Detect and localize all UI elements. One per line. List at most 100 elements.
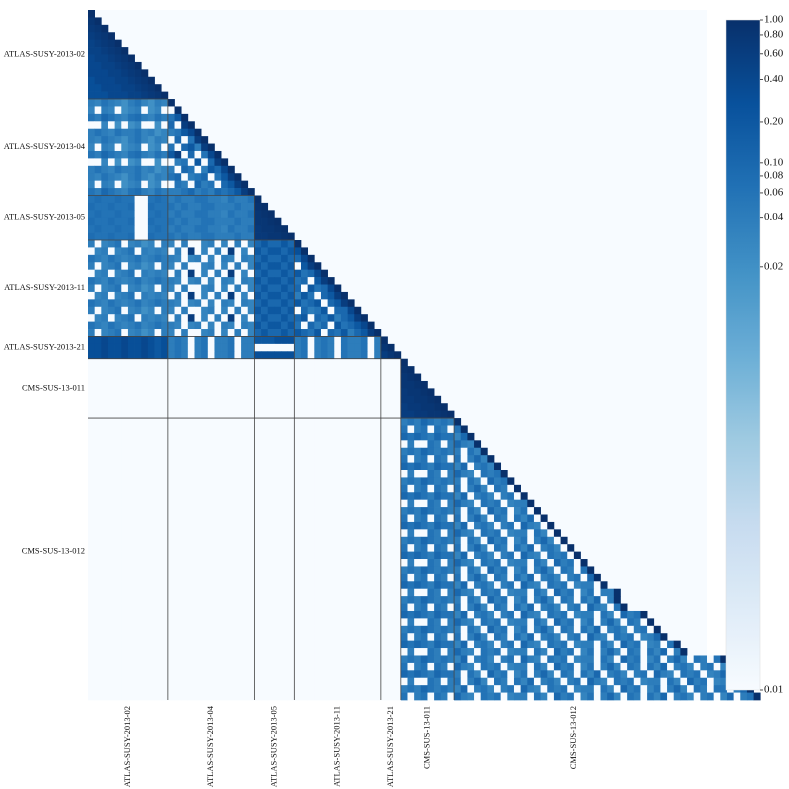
cell [181,559,189,567]
cell [101,121,109,130]
cell [101,559,109,567]
cell [127,269,135,278]
cell [247,299,255,308]
cell [407,618,415,627]
cell [540,559,548,567]
cell [141,262,149,271]
cell [627,610,635,619]
cell [167,418,175,426]
cell [467,603,475,612]
cell [387,380,395,389]
cell [147,521,155,530]
cell [127,165,135,174]
cell [221,217,229,226]
cell [460,462,468,471]
cell [221,440,229,449]
cell [161,173,169,181]
cell [420,544,428,552]
cell [281,388,289,397]
cell [174,373,182,382]
cell [107,136,115,144]
cell [167,262,175,271]
cell [221,559,229,567]
cell [187,277,195,285]
cell [101,596,109,604]
cell [187,143,195,152]
cell [460,455,468,463]
cell [214,165,222,174]
cell [494,596,502,604]
cell [320,418,328,426]
cell [400,529,408,538]
cell [587,670,595,679]
cell [161,277,169,285]
cell [241,544,249,552]
cell [161,336,169,345]
cell [221,366,229,374]
cell [127,618,135,627]
cell [88,32,96,41]
cell [281,440,289,449]
cell [261,366,269,374]
cell [387,351,395,360]
cell [261,291,269,300]
cell [494,603,502,612]
cell [367,655,375,664]
cell [221,670,229,679]
cell [294,403,302,411]
cell [141,180,149,189]
cell [167,388,175,397]
cell [174,291,182,300]
cell [420,380,428,389]
cell [127,76,135,85]
cell [181,403,189,411]
cell [667,692,675,701]
cell [187,240,195,248]
cell [254,677,262,686]
cell [360,470,368,478]
cell [580,655,588,664]
cell [88,284,96,293]
cell [414,544,422,552]
cell [181,566,189,575]
cell [387,373,395,382]
cell [600,692,608,701]
cell [447,625,455,634]
cell [320,336,328,345]
cell [527,610,535,619]
cell [201,217,209,226]
cell [201,455,209,463]
cell [247,291,255,300]
cell [154,425,162,434]
cell [494,477,502,486]
cell [107,529,115,538]
cell [374,677,382,686]
cell [187,217,195,226]
cell [374,573,382,582]
cell [354,455,362,463]
cell [221,492,229,501]
cell [114,566,122,575]
cell [154,217,162,226]
cell [94,150,102,159]
cell [294,559,302,567]
cell [500,507,508,515]
cell [347,410,355,419]
cell [187,648,195,656]
cell [700,655,708,664]
cell [507,633,515,641]
cell [474,462,482,471]
cell [420,559,428,567]
cell [667,655,675,664]
cell [347,380,355,389]
cell [427,477,435,486]
cell [281,655,289,664]
cell [167,291,175,300]
cell [267,499,275,508]
cell [360,559,368,567]
cell [174,648,182,656]
cell [307,588,315,597]
cell [474,492,482,501]
cell [187,603,195,612]
cell [207,559,215,567]
